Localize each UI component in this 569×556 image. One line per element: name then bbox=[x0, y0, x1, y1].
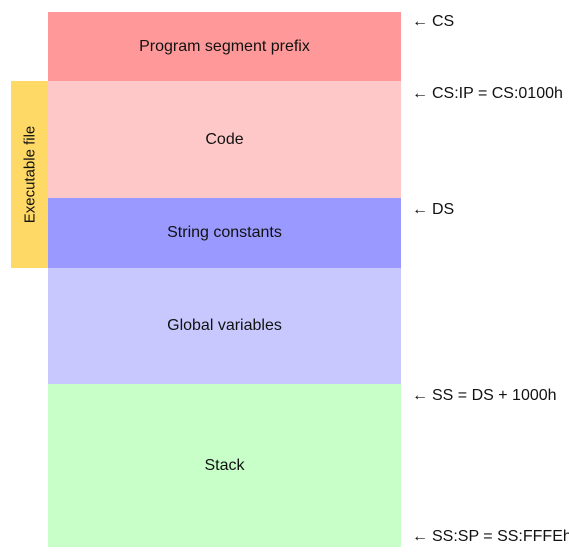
pointer-label: DS bbox=[432, 201, 455, 218]
segment-string-constants: String constants bbox=[48, 198, 401, 268]
segment-label: Code bbox=[205, 130, 244, 148]
left-arrow-icon: ← bbox=[412, 201, 428, 218]
segment-label: Global variables bbox=[167, 317, 282, 334]
pointer-label: SS:SP = SS:FFFEh bbox=[432, 528, 569, 545]
segment-program-segment-prefix: Program segment prefix bbox=[48, 12, 401, 81]
segment-global-variables: Global variables bbox=[48, 268, 401, 384]
left-arrow-icon: ← bbox=[412, 387, 428, 404]
left-arrow-icon: ← bbox=[412, 85, 428, 102]
pointer-label: CS:IP = CS:0100h bbox=[432, 85, 563, 102]
executable-file-label: Executable file bbox=[21, 125, 38, 224]
pointer-label: CS bbox=[432, 13, 455, 30]
segment-stack: Stack bbox=[48, 384, 401, 547]
left-arrow-icon: ← bbox=[412, 528, 428, 545]
segment-label: Program segment prefix bbox=[139, 37, 310, 55]
pointer-cs-ip: ← CS:IP = CS:0100h bbox=[412, 84, 563, 104]
segment-code: Code bbox=[48, 81, 401, 198]
pointer-ss: ← SS = DS + 1000h bbox=[412, 386, 557, 406]
executable-file-bracket: Executable file bbox=[11, 81, 48, 268]
segment-label: String constants bbox=[167, 224, 282, 241]
pointer-ss-sp: ← SS:SP = SS:FFFEh bbox=[412, 527, 569, 547]
pointer-label: SS = DS + 1000h bbox=[432, 387, 557, 404]
segment-label: Stack bbox=[204, 456, 245, 474]
pointer-cs: ← CS bbox=[412, 12, 454, 32]
pointer-ds: ← DS bbox=[412, 200, 454, 220]
left-arrow-icon: ← bbox=[412, 13, 428, 30]
